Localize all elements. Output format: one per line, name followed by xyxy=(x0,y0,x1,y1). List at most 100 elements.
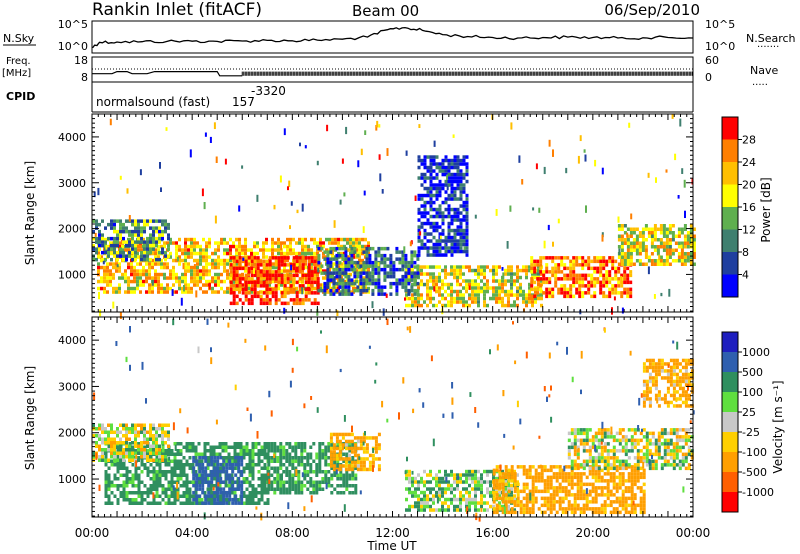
velocity-cell xyxy=(219,469,223,474)
power-cell xyxy=(193,265,196,270)
power-cell xyxy=(238,273,242,278)
power-cell xyxy=(554,277,558,281)
velocity-cell xyxy=(257,452,261,456)
power-cell xyxy=(483,275,486,280)
velocity-cell xyxy=(158,494,162,498)
velocity-cell xyxy=(210,459,214,463)
power-cell xyxy=(344,260,348,265)
power-cell xyxy=(456,268,459,273)
power-cell xyxy=(98,222,101,227)
power-colorbar-swatch xyxy=(722,252,738,275)
power-cell xyxy=(202,237,205,242)
power-cell xyxy=(650,241,654,245)
velocity-cell xyxy=(300,491,304,495)
power-cell xyxy=(377,262,380,267)
power-cell xyxy=(659,262,663,266)
power-cell xyxy=(590,259,594,264)
velocity-cell xyxy=(191,480,195,484)
power-cell xyxy=(602,291,606,295)
power-cell xyxy=(250,248,253,252)
power-cell xyxy=(235,244,238,249)
power-cell xyxy=(325,248,328,252)
power-cell xyxy=(435,265,438,269)
power-cell xyxy=(438,190,442,194)
power-cell xyxy=(447,282,450,287)
power-cell xyxy=(530,270,534,274)
velocity-cell xyxy=(239,449,243,453)
power-cell xyxy=(429,286,432,290)
power-cell xyxy=(602,266,606,271)
power-cell xyxy=(377,246,381,251)
power-cell xyxy=(426,218,430,222)
power-cell xyxy=(97,251,100,256)
power-cell xyxy=(453,272,456,276)
power-cell xyxy=(277,270,281,274)
power-cell xyxy=(350,278,354,282)
power-cell xyxy=(113,243,116,248)
velocity-cell xyxy=(195,476,199,481)
power-cell xyxy=(429,272,432,276)
power-cell xyxy=(349,241,352,245)
velocity-cell xyxy=(231,487,235,491)
velocity-cell xyxy=(210,462,214,467)
power-cell xyxy=(367,290,370,294)
velocity-cell xyxy=(332,450,336,454)
power-cell xyxy=(626,238,630,242)
power-cell xyxy=(386,264,390,268)
velocity-cell xyxy=(209,487,213,491)
power-cell xyxy=(322,269,325,273)
velocity-cell xyxy=(242,477,246,481)
power-cell xyxy=(352,237,355,242)
power-cell xyxy=(274,259,278,264)
velocity-cell xyxy=(125,466,129,470)
power-cell xyxy=(474,296,477,301)
power-cell xyxy=(471,279,474,283)
power-cell xyxy=(112,272,115,277)
power-cell xyxy=(292,269,295,273)
power-cell xyxy=(462,204,466,208)
power-cell xyxy=(587,280,591,285)
power-cell xyxy=(629,280,633,285)
power-cell xyxy=(533,266,537,271)
power-cell xyxy=(301,284,305,288)
power-cell xyxy=(292,256,296,260)
power-cell xyxy=(357,160,360,168)
power-cell xyxy=(229,256,233,260)
power-cell xyxy=(125,254,128,258)
power-cell xyxy=(560,287,564,292)
power-cell xyxy=(426,221,430,226)
power-cell xyxy=(232,259,236,264)
velocity-cell xyxy=(161,470,165,474)
power-cell xyxy=(238,284,242,288)
power-cell xyxy=(119,233,122,237)
power-cell xyxy=(283,258,286,263)
velocity-cell xyxy=(345,487,349,491)
power-cell xyxy=(359,278,363,282)
power-cell xyxy=(569,273,573,278)
power-cell xyxy=(247,272,250,277)
power-cell xyxy=(426,303,429,308)
power-cell xyxy=(271,287,275,292)
power-cell xyxy=(629,234,633,238)
power-cell xyxy=(444,282,447,287)
power-cell xyxy=(679,118,682,127)
power-cell xyxy=(92,247,95,251)
power-cell xyxy=(356,288,360,293)
power-cell xyxy=(151,258,154,263)
power-cell xyxy=(310,237,313,242)
power-cell xyxy=(201,188,204,197)
power-cell xyxy=(152,247,155,251)
power-cell xyxy=(441,221,445,226)
velocity-cell xyxy=(351,456,355,460)
velocity-cell xyxy=(152,473,156,477)
power-cell xyxy=(668,252,672,256)
velocity-cell xyxy=(273,466,277,470)
power-cell xyxy=(143,240,146,244)
power-cell xyxy=(444,249,448,254)
velocity-cell xyxy=(173,452,177,456)
power-cell xyxy=(127,265,130,270)
power-cell xyxy=(459,176,463,180)
power-cell xyxy=(274,284,278,288)
velocity-cell xyxy=(338,464,342,468)
power-cell xyxy=(105,245,108,250)
